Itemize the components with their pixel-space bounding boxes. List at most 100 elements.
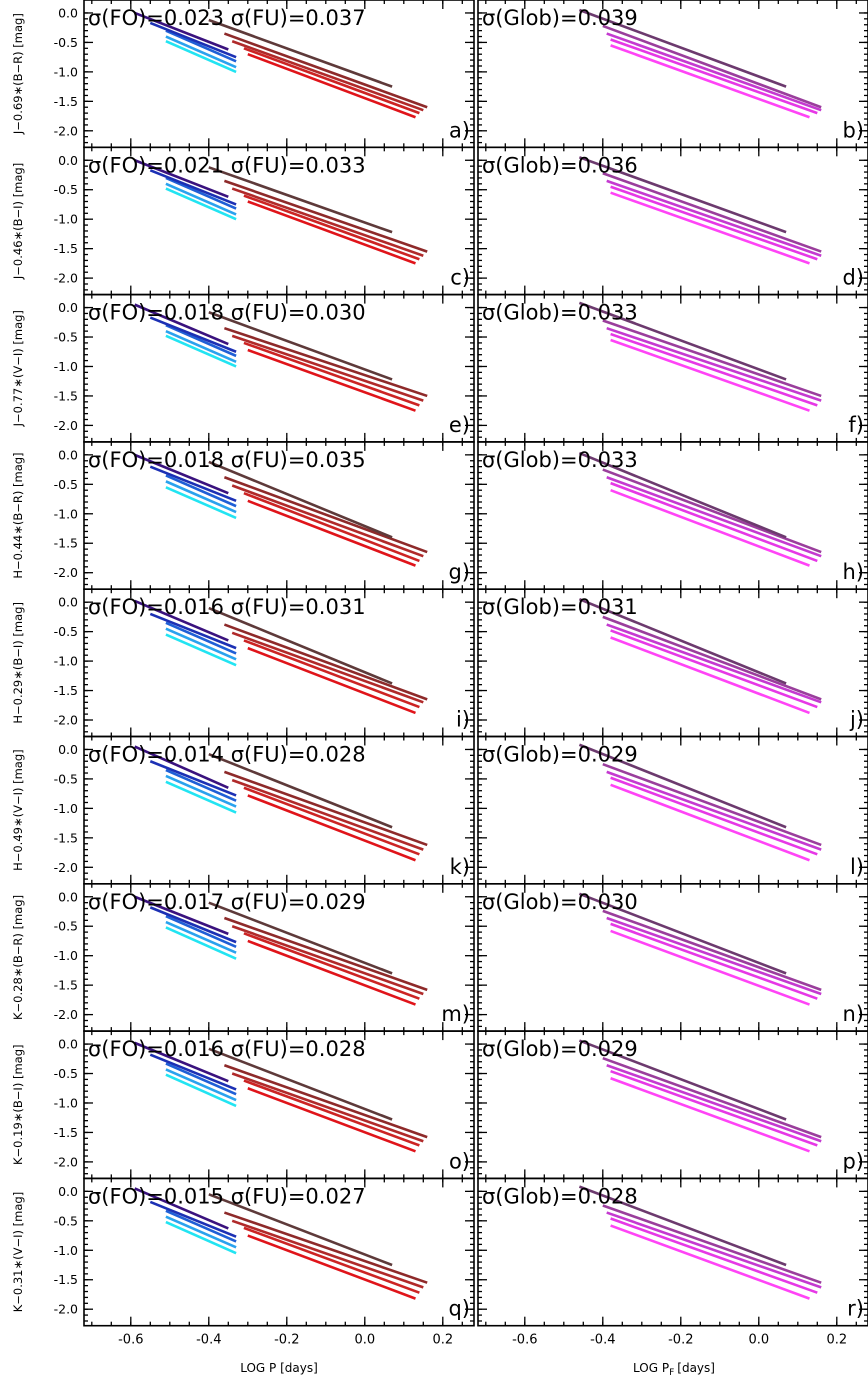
glob-series-line bbox=[578, 1039, 787, 1121]
y-tick-label: -0.5 bbox=[54, 1066, 78, 1081]
fo-series-line bbox=[149, 906, 237, 944]
y-tick-label: -0.5 bbox=[54, 919, 78, 934]
panel-left: -2.0 -1.5 -1.0 -0.5 0.0 σ(FO)=0.018 σ(FU)=0.0… bbox=[54, 441, 475, 590]
fo-series-line bbox=[165, 1209, 237, 1243]
x-axis-labels: LOG P [days] LOG PF [days] bbox=[240, 1361, 715, 1378]
x-tick-label: -0.6 bbox=[512, 1333, 537, 1348]
y-tick-label: -1.5 bbox=[54, 1125, 78, 1140]
glob-series-line bbox=[606, 1211, 822, 1289]
glob-series-line bbox=[610, 922, 818, 1000]
y-tick-label: 0.0 bbox=[58, 5, 78, 20]
fu-series-line bbox=[243, 491, 420, 563]
y-tick-label: -1.0 bbox=[54, 359, 78, 374]
glob-series-line bbox=[578, 451, 787, 539]
panel-left: -2.0 -1.5 -1.0 -0.5 0.0 σ(FO)=0.016 σ(FU)=0.0… bbox=[54, 588, 475, 738]
glob-series-line bbox=[578, 8, 787, 88]
glob-series-line bbox=[610, 44, 810, 119]
fu-series-line bbox=[231, 631, 424, 704]
panel-right: σ(Glob)=0.029 l) bbox=[477, 735, 868, 885]
panel-letter: i) bbox=[456, 708, 470, 732]
x-tick-label: 0.2 bbox=[826, 1333, 847, 1348]
y-tick-label: -1.0 bbox=[54, 1095, 78, 1110]
y-tick-label: -1.5 bbox=[54, 1272, 78, 1287]
panel-letter: k) bbox=[450, 855, 470, 879]
y-tick-label: -1.5 bbox=[54, 388, 78, 403]
fu-series-line bbox=[243, 1079, 420, 1147]
glob-series-line bbox=[610, 776, 818, 856]
fu-series-line bbox=[247, 1234, 416, 1300]
fu-series-line bbox=[208, 311, 393, 381]
fo-series-line bbox=[165, 633, 237, 667]
glob-series-line bbox=[610, 629, 818, 709]
fo-series-line bbox=[134, 599, 229, 642]
y-tick-label: 0.0 bbox=[58, 889, 78, 904]
fu-series-line bbox=[243, 932, 420, 1000]
fu-series-line bbox=[247, 939, 416, 1006]
y-tick-label: -0.5 bbox=[54, 1213, 78, 1228]
fo-series-line bbox=[165, 176, 237, 210]
fu-series-line bbox=[243, 1226, 420, 1294]
y-tick-label: 0.0 bbox=[58, 595, 78, 610]
y-tick-label: -2.0 bbox=[54, 860, 78, 875]
x-axis-label-left: LOG P [days] bbox=[240, 1361, 318, 1375]
fo-series-line bbox=[149, 316, 237, 353]
glob-series-line bbox=[610, 191, 810, 265]
glob-series-line bbox=[610, 1069, 818, 1147]
fu-series-line bbox=[208, 460, 393, 539]
fu-series-line bbox=[243, 786, 420, 856]
y-tick-label: -0.5 bbox=[54, 771, 78, 786]
glob-series-line bbox=[606, 623, 822, 704]
panel-letter: a) bbox=[449, 118, 470, 142]
fo-series-line bbox=[134, 159, 229, 199]
sigma-label-fo-fu: σ(FO)=0.016 σ(FU)=0.031 bbox=[88, 595, 366, 619]
fu-series-line bbox=[208, 166, 393, 234]
glob-series-line bbox=[610, 481, 818, 563]
fo-series-line bbox=[149, 465, 237, 503]
fu-series-line bbox=[208, 1047, 393, 1121]
glob-series-line bbox=[610, 783, 810, 862]
fu-series-line bbox=[247, 794, 416, 862]
y-tick-label: 0.0 bbox=[58, 447, 78, 462]
y-tick-label: -1.5 bbox=[54, 241, 78, 256]
y-tick-label: -0.5 bbox=[54, 477, 78, 492]
panel-left: -2.0 -1.5 -1.0 -0.5 0.0 -0.6 -0.4 -0.2 0.0 0.2 σ(F… bbox=[54, 1177, 475, 1348]
y-tick-label: -2.0 bbox=[54, 565, 78, 580]
glob-series-line bbox=[610, 38, 818, 115]
sigma-label-fo-fu: σ(FO)=0.021 σ(FU)=0.033 bbox=[88, 153, 366, 177]
y-tick-label: -2.0 bbox=[54, 713, 78, 728]
fu-series-line bbox=[231, 484, 424, 558]
fu-series-line bbox=[223, 1064, 428, 1139]
fo-series-line bbox=[165, 1062, 237, 1096]
fo-series-line bbox=[165, 474, 237, 508]
fo-series-line bbox=[165, 480, 237, 514]
fo-series-line bbox=[134, 453, 229, 495]
fo-series-line bbox=[149, 1053, 237, 1091]
fu-series-line bbox=[231, 1072, 424, 1143]
fo-series-line bbox=[165, 774, 237, 808]
y-tick-label: -2.0 bbox=[54, 123, 78, 138]
fu-series-line bbox=[223, 1211, 428, 1284]
panel-frame bbox=[83, 1177, 475, 1327]
x-tick-label: -0.4 bbox=[196, 1333, 221, 1348]
panel-letter: e) bbox=[449, 413, 470, 437]
glob-series-line bbox=[578, 301, 787, 381]
y-tick-label: -2.0 bbox=[54, 1007, 78, 1022]
panel-left: -2.0 -1.5 -1.0 -0.5 0.0 σ(FO)=0.021 σ(FU)=0.0… bbox=[54, 146, 475, 296]
fu-series-line bbox=[208, 18, 393, 88]
fu-series-line bbox=[243, 341, 420, 407]
panel-row: -2.0 -1.5 -1.0 -0.5 0.0 σ(FO)=0.018 σ(FU)=0.0… bbox=[11, 441, 868, 590]
fo-series-line bbox=[134, 11, 229, 51]
x-tick-label: 0.0 bbox=[748, 1333, 769, 1348]
fo-series-line bbox=[149, 612, 237, 650]
glob-series-line bbox=[602, 1056, 822, 1139]
panel-letter: m) bbox=[441, 1002, 470, 1026]
fo-series-line bbox=[165, 329, 237, 363]
panel-row: -2.0 -1.5 -1.0 -0.5 0.0 σ(FO)=0.023 σ(FU)=0.0… bbox=[11, 0, 868, 149]
glob-series-line bbox=[610, 488, 810, 567]
y-tick-label: -1.0 bbox=[54, 64, 78, 79]
sigma-label-fo-fu: σ(FO)=0.017 σ(FU)=0.029 bbox=[88, 890, 366, 914]
fo-series-line bbox=[165, 1073, 237, 1108]
sigma-label-fo-fu: σ(FO)=0.018 σ(FU)=0.030 bbox=[88, 301, 366, 325]
glob-series-line bbox=[602, 24, 822, 109]
sigma-label-glob: σ(Glob)=0.033 bbox=[482, 301, 638, 325]
